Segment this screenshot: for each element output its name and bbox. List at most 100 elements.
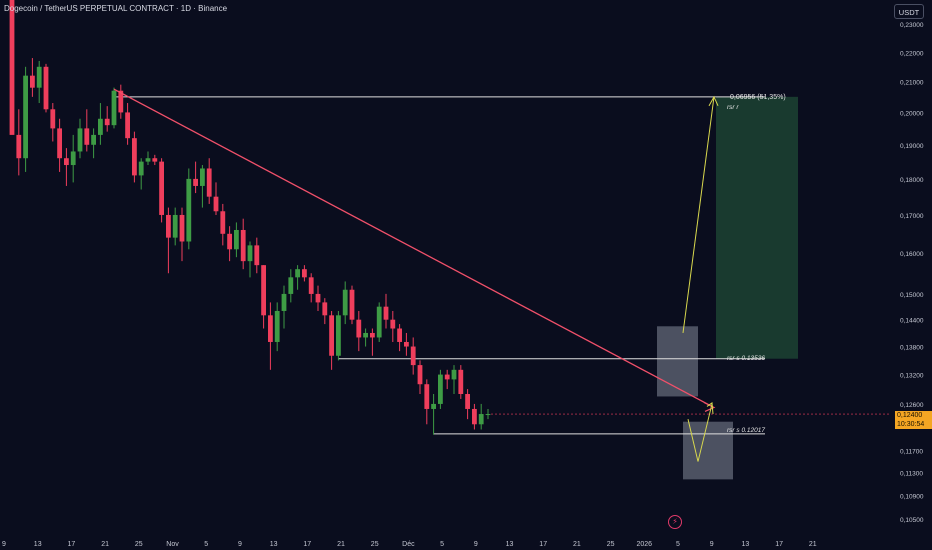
candle-body <box>336 315 341 356</box>
candle-body <box>125 112 130 139</box>
candle-body <box>390 319 396 329</box>
y-tick-label: 0,15000 <box>900 292 924 299</box>
candle-body <box>50 109 56 129</box>
candle-body <box>329 315 334 356</box>
candle-body <box>438 374 443 404</box>
x-tick-label: 5 <box>204 541 208 548</box>
candle-body <box>444 374 450 380</box>
candle-body <box>295 269 300 278</box>
candle-body <box>410 346 416 366</box>
candle-body <box>234 229 239 250</box>
zone-upper <box>657 326 698 397</box>
x-tick-label: 13 <box>506 541 514 548</box>
x-tick-label: 9 <box>474 541 478 548</box>
x-tick-label: 21 <box>809 541 817 548</box>
candle-body <box>465 393 470 409</box>
candle-body <box>172 214 178 238</box>
x-tick-label: 5 <box>440 541 444 548</box>
y-tick-label: 0,22000 <box>900 50 924 57</box>
y-tick-label: 0,19000 <box>900 143 924 150</box>
candle-body <box>16 134 22 159</box>
candle-body <box>315 293 321 303</box>
candle-body <box>363 332 368 338</box>
y-tick-label: 0,13200 <box>900 373 924 380</box>
projection-dip-arrowhead <box>706 402 714 415</box>
candle-body <box>159 161 164 215</box>
candle-body <box>111 90 117 126</box>
bar-countdown-tag: 10:30:54 <box>895 420 932 429</box>
candle-body <box>356 319 362 338</box>
x-tick-label: 2026 <box>637 541 653 548</box>
candle-body <box>77 128 83 152</box>
y-tick-label: 0,13800 <box>900 345 924 352</box>
candle-body <box>404 341 409 347</box>
candle-body <box>268 315 273 342</box>
candle-body <box>57 128 62 159</box>
x-tick-label: 17 <box>775 541 783 548</box>
level-2-label: rsr s 0.12017 <box>727 427 765 434</box>
trendline <box>113 88 713 408</box>
candle-body <box>70 151 76 166</box>
candle-body <box>431 403 436 409</box>
candle-body <box>342 289 348 316</box>
candle-body <box>485 414 491 416</box>
candle-body <box>478 414 484 425</box>
candle-body <box>424 384 430 409</box>
x-tick-label: 17 <box>303 541 311 548</box>
candle-body <box>451 369 457 380</box>
x-tick-label: 13 <box>34 541 42 548</box>
x-tick-label: 13 <box>742 541 750 548</box>
candle-body <box>193 178 198 186</box>
y-tick-label: 0,10500 <box>900 517 924 524</box>
candle-body <box>166 214 171 238</box>
x-tick-label: 13 <box>270 541 278 548</box>
candle-body <box>472 408 477 425</box>
x-tick-label: 21 <box>573 541 581 548</box>
x-tick-label: 5 <box>676 541 680 548</box>
candle-body <box>23 75 28 159</box>
x-tick-label: 25 <box>371 541 379 548</box>
candle-body <box>458 369 464 394</box>
candle-body <box>91 134 96 145</box>
candle-body <box>206 168 212 197</box>
y-tick-label: 0,23000 <box>900 22 924 29</box>
candle-body <box>186 178 192 242</box>
x-tick-label: 9 <box>710 541 714 548</box>
candle-body <box>261 265 266 316</box>
y-tick-label: 0,12600 <box>900 402 924 409</box>
projection-up <box>682 96 715 334</box>
y-tick-label: 0,10900 <box>900 493 924 500</box>
long-profit-zone <box>716 96 798 359</box>
candle-body <box>36 66 42 88</box>
x-tick-label: 9 <box>238 541 242 548</box>
currency-button[interactable]: USDT <box>894 4 924 19</box>
x-tick-label: 25 <box>135 541 143 548</box>
candle-body <box>104 118 110 126</box>
candle-body <box>132 138 137 176</box>
x-tick-label: 21 <box>101 541 109 548</box>
trendline-arrow <box>703 401 716 412</box>
lightning-icon[interactable]: ⚡ <box>668 515 682 529</box>
x-tick-label: 17 <box>539 541 547 548</box>
y-tick-label: 0,11300 <box>900 471 923 478</box>
candle-body <box>43 66 49 110</box>
candle-body <box>254 245 260 266</box>
candle-body <box>376 306 382 338</box>
candle-body <box>98 118 103 135</box>
x-tick-label: 9 <box>2 541 6 548</box>
candle-body <box>397 328 402 342</box>
candle-body <box>240 229 246 262</box>
y-tick-label: 0,17000 <box>900 213 924 220</box>
candle-body <box>349 289 355 320</box>
last-price-tag: 0,12400 <box>895 411 932 420</box>
level-1-label: rsr s 0.13536 <box>727 355 765 362</box>
candle-body <box>302 269 307 278</box>
candle-body <box>84 128 90 145</box>
candle-body <box>370 332 375 338</box>
candle-body <box>152 158 158 162</box>
candle-body <box>200 168 205 186</box>
candle-body <box>227 233 232 250</box>
x-tick-label: 21 <box>337 541 345 548</box>
candle-body <box>417 365 423 385</box>
